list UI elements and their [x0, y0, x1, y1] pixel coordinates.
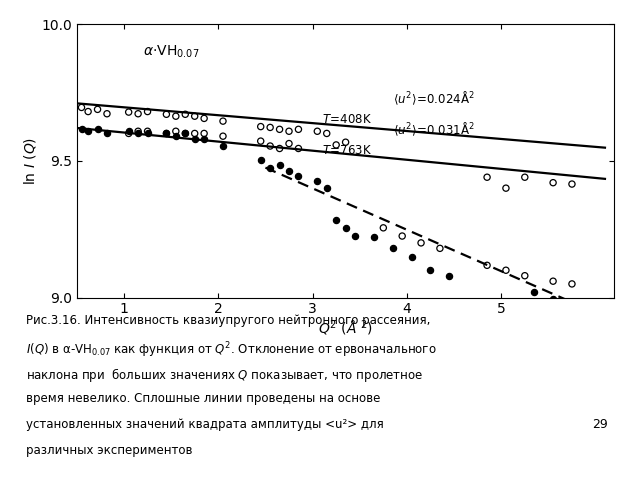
Point	[293, 172, 303, 180]
Point	[520, 173, 530, 181]
Point	[397, 232, 407, 240]
Text: $T\!=\!763\mathrm{K}$: $T\!=\!763\mathrm{K}$	[322, 144, 372, 157]
Point	[340, 138, 351, 146]
Point	[340, 224, 351, 232]
Point	[133, 127, 143, 135]
Point	[171, 132, 181, 140]
Point	[102, 110, 112, 118]
Point	[265, 142, 275, 150]
Point	[520, 272, 530, 279]
Point	[92, 125, 102, 132]
Point	[331, 141, 341, 149]
Text: $\langle u^2\rangle\!=\!0.024\mathrm{\AA}^2$: $\langle u^2\rangle\!=\!0.024\mathrm{\AA…	[393, 89, 474, 107]
Point	[189, 112, 200, 120]
Point	[76, 125, 86, 132]
Text: Рис.3.16. Интенсивность квазиупругого нейтронного рассеяния,: Рис.3.16. Интенсивность квазиупругого не…	[26, 314, 430, 327]
Point	[275, 125, 285, 133]
Point	[284, 127, 294, 135]
Point	[161, 110, 172, 118]
Point	[284, 167, 294, 175]
Point	[275, 161, 285, 169]
Text: $T\!=\!408\mathrm{K}$: $T\!=\!408\mathrm{K}$	[322, 113, 372, 126]
Point	[218, 132, 228, 140]
Point	[161, 130, 172, 137]
Point	[92, 106, 102, 113]
Point	[293, 144, 303, 152]
Point	[124, 127, 134, 135]
Point	[102, 130, 112, 137]
Point	[265, 164, 275, 171]
Point	[369, 234, 379, 241]
Text: $I(Q)$ в α-VH$_{0.07}$ как функция от $Q^2$. Отклонение от ервоначального: $I(Q)$ в α-VH$_{0.07}$ как функция от $Q…	[26, 340, 436, 360]
Y-axis label: ln $I\ (Q)$: ln $I\ (Q)$	[22, 137, 38, 185]
Point	[350, 232, 360, 240]
Point	[501, 184, 511, 192]
Point	[388, 244, 398, 252]
Point	[444, 272, 454, 279]
Point	[312, 178, 323, 185]
Point	[180, 110, 190, 118]
Point	[189, 135, 200, 143]
Point	[501, 266, 511, 274]
Point	[284, 140, 294, 147]
Point	[548, 179, 558, 187]
X-axis label: $Q^2\ (\AA^{\ 2})$: $Q^2\ (\AA^{\ 2})$	[318, 319, 373, 338]
Point	[378, 224, 388, 232]
Point	[143, 108, 153, 115]
Point	[567, 180, 577, 188]
Point	[331, 216, 341, 224]
Point	[143, 130, 153, 137]
Point	[76, 104, 86, 111]
Text: различных экспериментов: различных экспериментов	[26, 444, 192, 457]
Point	[312, 127, 323, 135]
Point	[416, 239, 426, 247]
Point	[482, 173, 492, 181]
Point	[255, 156, 266, 164]
Point	[133, 110, 143, 118]
Point	[322, 184, 332, 192]
Point	[275, 144, 285, 152]
Text: 29: 29	[592, 418, 608, 431]
Point	[406, 252, 417, 260]
Text: $\langle u^2\rangle\!=\!0.031\mathrm{\AA}^2$: $\langle u^2\rangle\!=\!0.031\mathrm{\AA…	[393, 121, 474, 138]
Point	[435, 244, 445, 252]
Point	[189, 130, 200, 137]
Point	[581, 308, 591, 315]
Point	[171, 112, 181, 120]
Point	[322, 130, 332, 137]
Text: $\alpha$·VH$_{0.07}$: $\alpha$·VH$_{0.07}$	[143, 43, 199, 60]
Point	[567, 280, 577, 288]
Point	[199, 135, 209, 143]
Point	[293, 125, 303, 133]
Point	[124, 130, 134, 137]
Point	[180, 130, 190, 137]
Point	[83, 127, 93, 135]
Point	[255, 123, 266, 131]
Point	[265, 123, 275, 131]
Point	[171, 127, 181, 135]
Text: наклона при  больших значениях $Q$ показывает, что пролетное: наклона при больших значениях $Q$ показы…	[26, 366, 423, 384]
Text: время невелико. Сплошные линии проведены на основе: время невелико. Сплошные линии проведены…	[26, 392, 380, 405]
Point	[529, 288, 540, 296]
Point	[124, 108, 134, 116]
Point	[133, 130, 143, 137]
Point	[255, 137, 266, 145]
Point	[143, 127, 153, 135]
Point	[567, 300, 577, 308]
Point	[83, 108, 93, 115]
Point	[199, 130, 209, 137]
Point	[199, 115, 209, 122]
Point	[180, 130, 190, 137]
Point	[426, 266, 436, 274]
Point	[548, 277, 558, 285]
Text: установленных значений квадрата амплитуды <u²> для: установленных значений квадрата амплитуд…	[26, 418, 383, 431]
Point	[218, 117, 228, 125]
Point	[218, 143, 228, 150]
Point	[161, 130, 172, 137]
Point	[482, 262, 492, 269]
Point	[548, 295, 558, 303]
